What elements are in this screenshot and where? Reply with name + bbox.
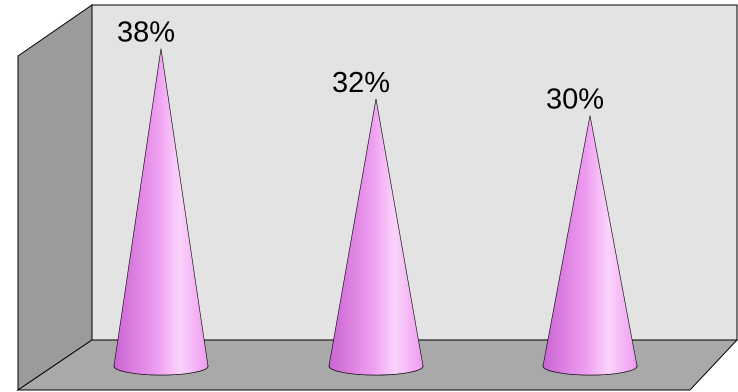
cone-bar-3 (542, 115, 638, 376)
cone-bar-1 (113, 48, 209, 376)
side-wall (17, 4, 93, 391)
data-label-1: 38% (117, 17, 175, 49)
data-label-2: 32% (332, 67, 390, 99)
data-label-3: 30% (546, 84, 604, 116)
cone-series: 38% 32% 30% (113, 17, 638, 376)
cone-bar-2 (328, 98, 424, 376)
